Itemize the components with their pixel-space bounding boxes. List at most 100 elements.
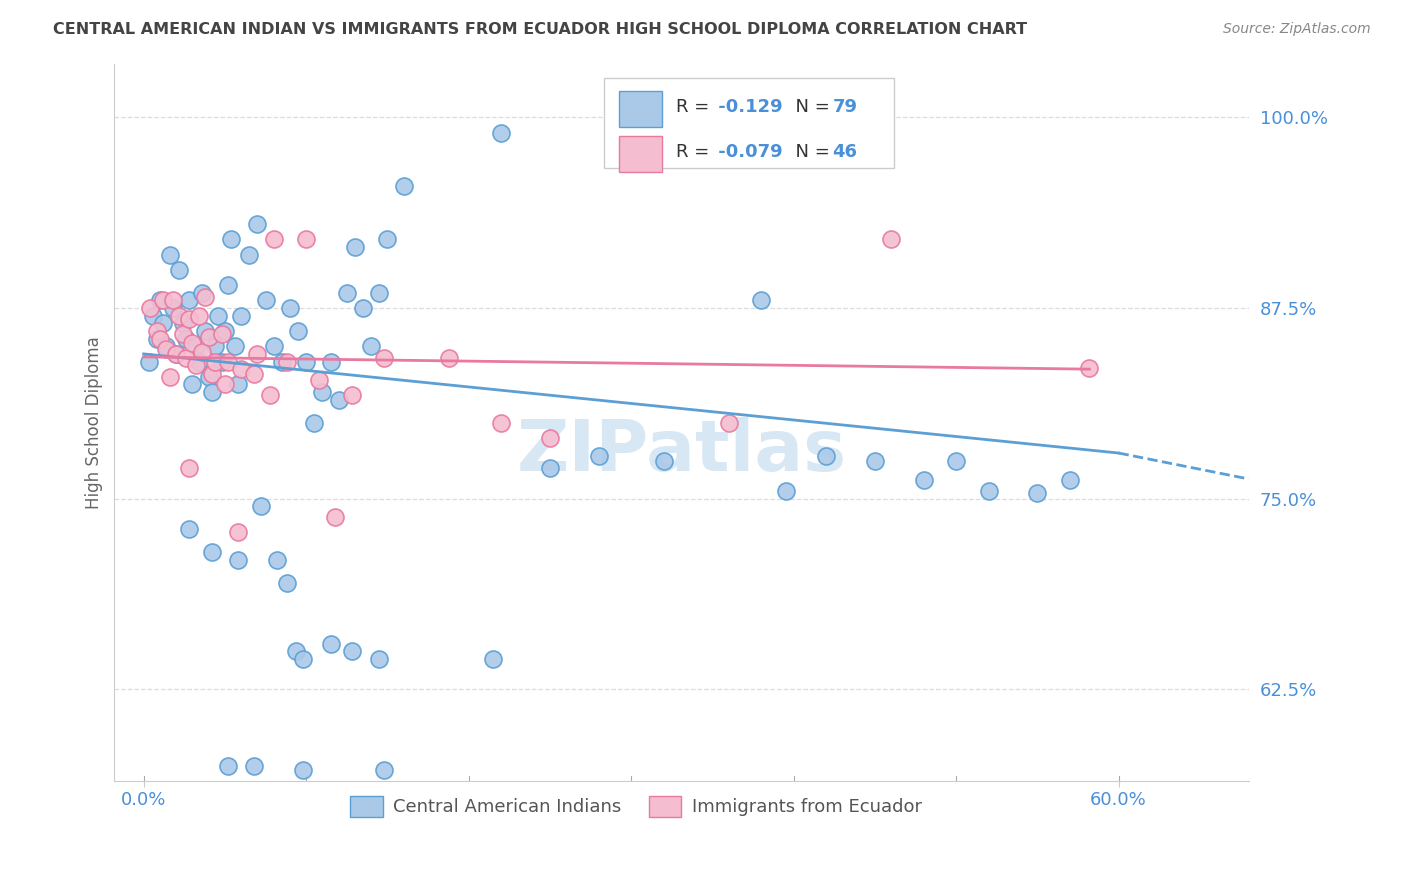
Point xyxy=(174,332,197,346)
Point xyxy=(263,232,285,246)
Point xyxy=(295,232,318,246)
Point xyxy=(226,377,249,392)
Point xyxy=(863,453,886,467)
Point xyxy=(145,332,167,346)
Point xyxy=(152,293,174,308)
Point xyxy=(880,232,903,246)
Text: R =: R = xyxy=(676,98,714,116)
Point xyxy=(165,347,187,361)
Point xyxy=(319,637,342,651)
Point xyxy=(211,327,233,342)
Point xyxy=(377,232,399,246)
Text: Source: ZipAtlas.com: Source: ZipAtlas.com xyxy=(1223,22,1371,37)
Point xyxy=(717,416,740,430)
Point xyxy=(368,285,391,300)
Point xyxy=(266,553,288,567)
Point xyxy=(204,339,226,353)
Point xyxy=(159,369,181,384)
Point xyxy=(287,324,309,338)
Point xyxy=(259,388,281,402)
Point xyxy=(165,347,187,361)
Point xyxy=(489,416,512,430)
Text: -0.079: -0.079 xyxy=(711,143,783,161)
Text: 79: 79 xyxy=(832,98,858,116)
Point xyxy=(179,293,201,308)
Point xyxy=(276,354,298,368)
Point xyxy=(155,339,177,353)
Point xyxy=(373,351,395,366)
Point xyxy=(392,179,415,194)
Point xyxy=(254,293,277,308)
Point xyxy=(489,126,512,140)
Point xyxy=(1078,360,1101,375)
FancyBboxPatch shape xyxy=(619,91,662,128)
Point xyxy=(285,644,308,658)
Point xyxy=(174,351,197,366)
Y-axis label: High School Diploma: High School Diploma xyxy=(86,336,103,509)
Point xyxy=(304,416,326,430)
Point xyxy=(815,449,838,463)
Point xyxy=(184,339,207,353)
Point xyxy=(187,354,209,368)
Text: N =: N = xyxy=(783,143,835,161)
Point xyxy=(437,351,460,366)
Point xyxy=(343,240,366,254)
Point xyxy=(201,545,224,559)
Point xyxy=(169,309,191,323)
Point xyxy=(319,354,342,368)
Point xyxy=(201,367,224,381)
Point xyxy=(360,339,382,353)
Point xyxy=(352,301,374,315)
Point xyxy=(181,377,204,392)
Point xyxy=(231,362,253,376)
Point xyxy=(246,217,269,231)
Point xyxy=(191,285,214,300)
Point xyxy=(197,330,219,344)
Point xyxy=(149,293,172,308)
Text: ZIPatlas: ZIPatlas xyxy=(516,417,846,486)
Text: -0.129: -0.129 xyxy=(711,98,783,116)
Point xyxy=(912,474,935,488)
Text: R =: R = xyxy=(676,143,714,161)
Point xyxy=(145,324,167,338)
Point xyxy=(179,461,201,475)
Point xyxy=(214,377,236,392)
Point xyxy=(945,453,967,467)
FancyBboxPatch shape xyxy=(605,78,894,168)
Point xyxy=(311,384,333,399)
Point xyxy=(328,392,350,407)
Point xyxy=(977,484,1000,499)
Point xyxy=(295,354,318,368)
Point xyxy=(243,758,266,772)
Point xyxy=(201,384,224,399)
Point xyxy=(194,290,217,304)
Point xyxy=(340,644,363,658)
Point xyxy=(588,449,610,463)
Point xyxy=(217,758,239,772)
Point xyxy=(243,367,266,381)
Point xyxy=(291,764,314,778)
Point xyxy=(221,232,243,246)
Point xyxy=(217,278,239,293)
Point xyxy=(340,388,363,402)
Point xyxy=(263,339,285,353)
Point xyxy=(231,309,253,323)
Point xyxy=(270,354,292,368)
Point xyxy=(162,293,184,308)
Point xyxy=(276,575,298,590)
Point xyxy=(325,510,347,524)
Point xyxy=(249,500,271,514)
Point xyxy=(184,358,207,372)
Point xyxy=(224,339,246,353)
Point xyxy=(238,248,260,262)
Point xyxy=(226,553,249,567)
Point xyxy=(138,354,160,368)
Point xyxy=(162,301,184,315)
Point xyxy=(194,324,217,338)
Point xyxy=(179,311,201,326)
Text: 46: 46 xyxy=(832,143,858,161)
Point xyxy=(246,347,269,361)
Point xyxy=(139,301,162,315)
Point xyxy=(749,293,772,308)
Point xyxy=(1059,474,1081,488)
